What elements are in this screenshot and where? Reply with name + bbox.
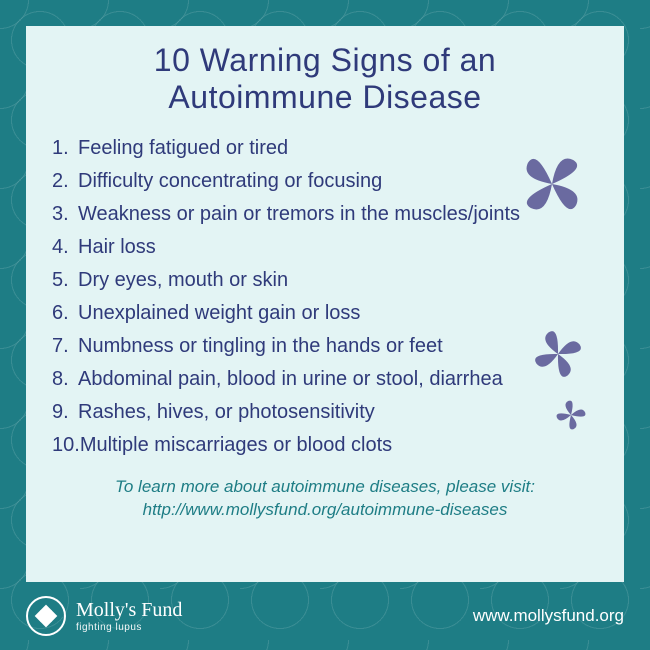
list-item: 9. Rashes, hives, or photosensitivity bbox=[52, 396, 600, 429]
list-item: 8. Abdominal pain, blood in urine or sto… bbox=[52, 363, 600, 396]
list-item: 6. Unexplained weight gain or loss bbox=[52, 297, 600, 330]
list-item-number: 4. bbox=[52, 231, 78, 264]
list-item-label: Weakness or pain or tremors in the muscl… bbox=[78, 198, 520, 231]
list-item-label: Numbness or tingling in the hands or fee… bbox=[78, 330, 443, 363]
list-item-label: Abdominal pain, blood in urine or stool,… bbox=[78, 363, 503, 396]
title-line-2: Autoimmune Disease bbox=[168, 79, 481, 115]
footer-bar: Molly's Fund fighting lupus www.mollysfu… bbox=[0, 582, 650, 650]
title-line-1: 10 Warning Signs of an bbox=[154, 42, 496, 78]
list-item-label: Difficulty concentrating or focusing bbox=[78, 165, 382, 198]
list-item-label: Rashes, hives, or photosensitivity bbox=[78, 396, 375, 429]
content-panel: 10 Warning Signs of an Autoimmune Diseas… bbox=[26, 26, 624, 582]
list-item-number: 1. bbox=[52, 132, 78, 165]
cta-lead: To learn more about autoimmune diseases,… bbox=[50, 476, 600, 499]
cta-url: http://www.mollysfund.org/autoimmune-dis… bbox=[50, 499, 600, 522]
list-item-number: 9. bbox=[52, 396, 78, 429]
butterfly-icon bbox=[554, 398, 588, 432]
list-item-number: 3. bbox=[52, 198, 78, 231]
list-item-label: Hair loss bbox=[78, 231, 156, 264]
infographic-card: 10 Warning Signs of an Autoimmune Diseas… bbox=[0, 0, 650, 650]
brand-text: Molly's Fund fighting lupus bbox=[76, 599, 182, 633]
list-item-label: Unexplained weight gain or loss bbox=[78, 297, 360, 330]
brand-tagline: fighting lupus bbox=[76, 622, 182, 633]
list-item-number: 6. bbox=[52, 297, 78, 330]
list-item: 7. Numbness or tingling in the hands or … bbox=[52, 330, 600, 363]
call-to-action: To learn more about autoimmune diseases,… bbox=[50, 476, 600, 522]
list-item-label: Feeling fatigued or tired bbox=[78, 132, 288, 165]
brand-logo-icon bbox=[26, 596, 66, 636]
list-item-label: Dry eyes, mouth or skin bbox=[78, 264, 288, 297]
list-item-number: 5. bbox=[52, 264, 78, 297]
list-item-number: 2. bbox=[52, 165, 78, 198]
list-item: 4. Hair loss bbox=[52, 231, 600, 264]
list-item-number: 8. bbox=[52, 363, 78, 396]
brand-block: Molly's Fund fighting lupus bbox=[26, 596, 182, 636]
list-item-number: 7. bbox=[52, 330, 78, 363]
footer-site-url: www.mollysfund.org bbox=[473, 606, 624, 626]
list-item: 10. Multiple miscarriages or blood clots bbox=[52, 429, 600, 462]
butterfly-icon bbox=[530, 326, 586, 382]
brand-name: Molly's Fund bbox=[76, 599, 182, 622]
list-item: 5. Dry eyes, mouth or skin bbox=[52, 264, 600, 297]
butterfly-icon bbox=[514, 146, 590, 222]
page-title: 10 Warning Signs of an Autoimmune Diseas… bbox=[50, 42, 600, 116]
list-item-number: 10. bbox=[52, 429, 80, 462]
list-item-label: Multiple miscarriages or blood clots bbox=[80, 429, 392, 462]
